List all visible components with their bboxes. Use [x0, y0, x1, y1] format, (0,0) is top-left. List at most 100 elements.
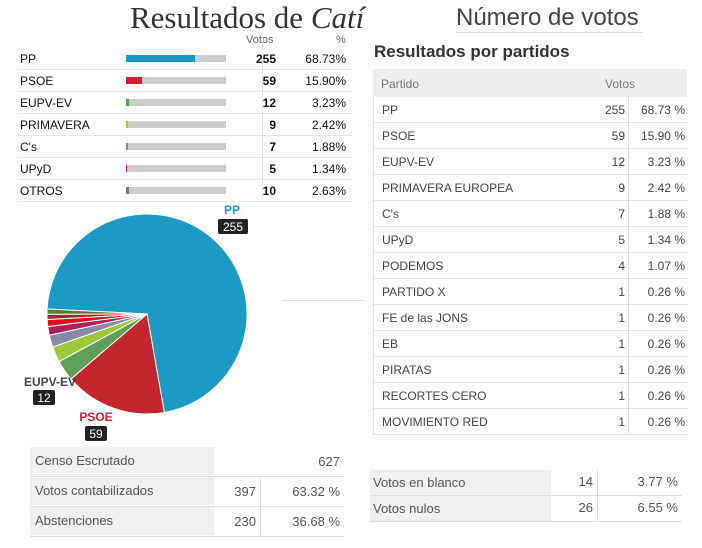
summary-votes: 9 [269, 118, 276, 132]
results-header: Partido Votos [373, 69, 687, 97]
results-divider [628, 149, 629, 174]
results-votes: 9 [618, 181, 625, 195]
results-party: PIRATAS [382, 363, 432, 377]
results-row: PIRATAS 1 0.26 % [373, 357, 687, 383]
summary-bar-fill [126, 77, 142, 84]
summary-pct: 2.42% [311, 118, 346, 132]
results-votes: 1 [618, 415, 625, 429]
results-pct: 0.26 % [647, 337, 685, 351]
totals-value: 230 [234, 514, 256, 529]
results-row: MOVIMIENTO RED 1 0.26 % [373, 409, 687, 435]
pie-slice-pp[interactable] [46, 213, 248, 414]
pie-label-eupv-ev: EUPV-EV [24, 375, 76, 389]
results-pct: 68.73 % [640, 103, 685, 117]
summary-divider [262, 32, 263, 202]
summary-row: C's 7 1.88% [18, 136, 352, 158]
results-votes: 4 [618, 259, 625, 273]
results-divider [628, 97, 629, 122]
totals-right-divider [597, 496, 598, 521]
summary-bar-fill [126, 55, 195, 62]
results-party: MOVIMIENTO RED [382, 415, 488, 429]
summary-party-name: PSOE [20, 74, 54, 88]
totals-right-label: Votos en blanco [370, 470, 551, 495]
summary-votes: 59 [262, 74, 276, 88]
results-party: PARTIDO X [382, 285, 446, 299]
results-row: EB 1 0.26 % [373, 331, 687, 357]
results-party: PP [382, 103, 399, 117]
pie-chart: PP 255 EUPV-EV 12 PSOE 59 [24, 203, 248, 441]
summary-party-name: PRIMAVERA [20, 118, 90, 132]
results-votes: 1 [618, 311, 625, 325]
totals-right-value: 26 [578, 500, 593, 515]
summary-bar-track [126, 55, 226, 62]
summary-bar-track [126, 121, 226, 128]
totals-right-row: Votos en blanco 14 3.77 % [370, 470, 682, 496]
results-votes: 1 [618, 363, 625, 377]
results-row: FE de las JONS 1 0.26 % [373, 305, 687, 331]
results-pct: 0.26 % [647, 285, 685, 299]
summary-pct: 2.63% [311, 184, 346, 198]
summary-row: EUPV-EV 12 3.23% [18, 92, 352, 114]
results-row: RECORTES CERO 1 0.26 % [373, 383, 687, 409]
results-row: PRIMAVERA EUROPEA 9 2.42 % [373, 175, 687, 201]
page-title: Resultados de Catí [130, 0, 364, 36]
results-pct: 0.26 % [647, 389, 685, 403]
results-pct: 1.07 % [647, 259, 685, 273]
summary-col-votes: Votos [246, 34, 274, 46]
summary-header: Votos % [18, 32, 352, 48]
results-pct: 0.26 % [647, 311, 685, 325]
pie-separator [282, 300, 364, 301]
pie-value-badge [33, 390, 55, 405]
totals-right-divider [597, 470, 598, 495]
results-pct: 1.34 % [647, 233, 685, 247]
results-party: UPyD [382, 233, 414, 247]
results-party: PRIMAVERA EUROPEA [382, 181, 514, 195]
results-party: FE de las JONS [382, 311, 469, 325]
results-pct: 0.26 % [647, 415, 685, 429]
summary-votes: 255 [255, 52, 276, 66]
results-row: C's 7 1.88 % [373, 201, 687, 227]
pie-slice-psoe[interactable] [70, 313, 165, 415]
totals-divider [260, 507, 261, 535]
results-votes: 59 [611, 129, 625, 143]
results-votes: 1 [618, 389, 625, 403]
votes-tab-title[interactable]: Número de votos [456, 4, 643, 33]
results-divider [628, 279, 629, 304]
summary-rows: PP 255 68.73% PSOE 59 15.90% EUPV-EV 12 3.23% PRI… [18, 48, 352, 202]
totals-divider [260, 477, 261, 505]
results-pct: 15.90 % [640, 129, 685, 143]
results-divider [628, 409, 629, 434]
summary-bar-track [126, 77, 226, 84]
totals-label: Censo Escrutado [30, 447, 214, 475]
results-col-votes: Votos [605, 77, 636, 91]
summary-votes: 12 [262, 96, 276, 110]
results-pct: 1.88 % [647, 207, 685, 221]
title-prefix: Resultados de [130, 0, 311, 35]
results-divider [628, 201, 629, 226]
totals-value: 397 [234, 484, 256, 499]
results-party: PODEMOS [382, 259, 444, 273]
totals-label: Abstenciones [30, 507, 214, 535]
results-pct: 0.26 % [647, 363, 685, 377]
results-votes: 255 [604, 103, 625, 117]
pie-value-badge [218, 219, 248, 234]
totals-right-label: Votos nulos [370, 496, 551, 521]
title-place: Catí [310, 0, 365, 35]
results-row: PODEMOS 4 1.07 % [373, 253, 687, 279]
results-table: Partido Votos PP 255 68.73 % PSOE 59 15.90 % E… [373, 69, 687, 435]
results-divider [628, 305, 629, 330]
results-col-party: Partido [381, 77, 420, 91]
totals-right-row: Votos nulos 26 6.55 % [370, 496, 682, 522]
results-votes: 1 [618, 337, 625, 351]
pie-slice-otros[interactable] [46, 308, 148, 315]
summary-pct: 1.34% [311, 162, 346, 176]
totals-pct: 36.68 % [292, 514, 340, 529]
totals-label: Votos contabilizados [30, 477, 214, 505]
results-party: EB [382, 337, 399, 351]
totals-pct: 63.32 % [292, 484, 340, 499]
pie-value-label: 255 [223, 220, 243, 234]
results-pct: 2.42 % [647, 181, 685, 195]
results-divider [628, 253, 629, 278]
summary-bar-track [126, 143, 226, 150]
summary-bar-fill [126, 121, 129, 128]
